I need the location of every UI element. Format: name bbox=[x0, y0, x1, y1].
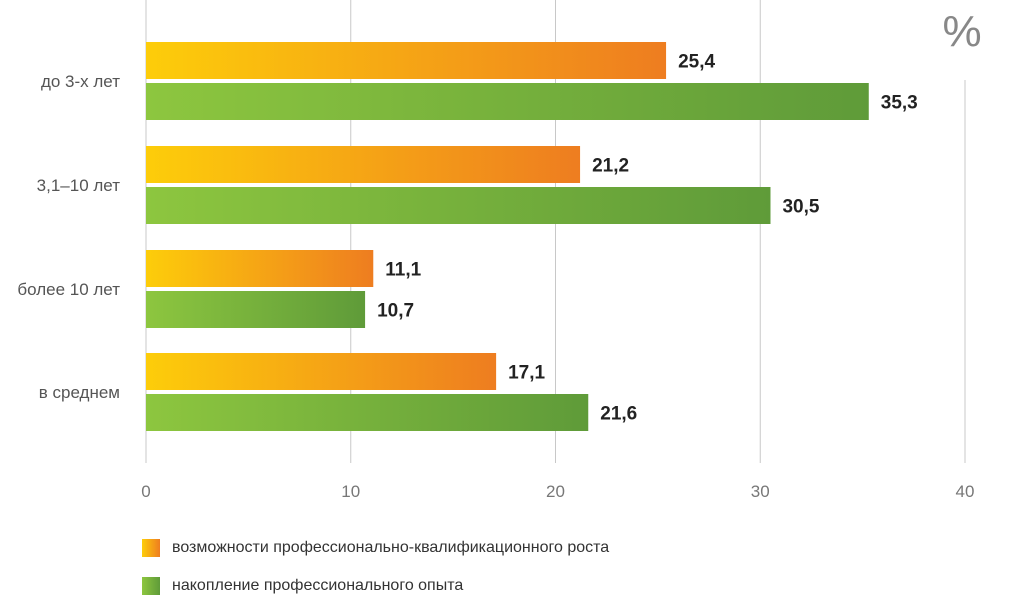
x-tick-label: 0 bbox=[141, 482, 150, 501]
legend-swatch-orange bbox=[142, 539, 160, 557]
data-label: 30,5 bbox=[782, 197, 819, 218]
bar-growth-2 bbox=[146, 250, 374, 287]
bar-experience-0 bbox=[146, 83, 869, 120]
category-label: более 10 лет bbox=[17, 280, 120, 299]
data-label: 21,6 bbox=[600, 404, 637, 425]
bar-experience-3 bbox=[146, 394, 589, 431]
legend-item-growth: возможности профессионально-квалификацио… bbox=[142, 538, 609, 558]
x-tick-label: 40 bbox=[956, 482, 975, 501]
data-label: 21,2 bbox=[592, 156, 629, 177]
x-tick-label: 10 bbox=[341, 482, 360, 501]
unit-label: % bbox=[942, 7, 981, 56]
data-label: 35,3 bbox=[881, 93, 918, 114]
bars bbox=[146, 42, 869, 431]
bar-experience-2 bbox=[146, 291, 366, 328]
legend-label-growth: возможности профессионально-квалификацио… bbox=[172, 539, 610, 556]
x-tick-label: 30 bbox=[751, 482, 770, 501]
x-tick-label: 20 bbox=[546, 482, 565, 501]
data-label: 11,1 bbox=[385, 260, 421, 281]
legend: возможности профессионально-квалификацио… bbox=[142, 538, 609, 596]
bar-experience-1 bbox=[146, 187, 771, 224]
data-label: 17,1 bbox=[508, 363, 545, 384]
bar-growth-0 bbox=[146, 42, 667, 79]
data-label: 25,4 bbox=[678, 52, 715, 73]
bar-growth-1 bbox=[146, 146, 581, 183]
bar-growth-3 bbox=[146, 353, 497, 390]
labels: 0 10 20 30 40 до 3-х лет 25,4 35,3 3,1–10 лет 21,… bbox=[17, 52, 974, 502]
legend-label-experience: накопление профессионального опыта bbox=[172, 577, 464, 594]
category-label: до 3-х лет bbox=[41, 72, 120, 91]
legend-swatch-green bbox=[142, 577, 160, 595]
data-label: 10,7 bbox=[377, 301, 414, 322]
category-label: в среднем bbox=[39, 383, 120, 402]
legend-item-experience: накопление профессионального опыта bbox=[142, 576, 609, 596]
category-label: 3,1–10 лет bbox=[37, 176, 121, 195]
